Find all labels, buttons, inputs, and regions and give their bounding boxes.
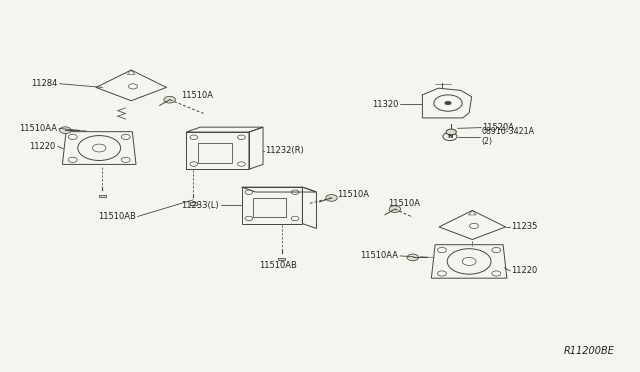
Bar [278,258,285,260]
Text: 11235: 11235 [511,222,538,231]
Circle shape [389,206,401,212]
Text: 11220: 11220 [29,142,56,151]
Bar [198,143,232,163]
Bar [253,198,286,217]
Circle shape [445,101,451,105]
Text: N: N [447,134,452,139]
Circle shape [60,127,71,134]
Text: 11510A: 11510A [388,199,420,208]
Text: 11510A: 11510A [181,92,213,100]
Text: 11510AB: 11510AB [259,261,298,270]
Text: 11520A: 11520A [483,123,515,132]
Circle shape [164,96,175,103]
Bar [190,202,197,205]
Text: 08916-3421A
(2): 08916-3421A (2) [481,127,534,146]
Text: 11510A: 11510A [337,190,369,199]
Circle shape [443,132,457,141]
Circle shape [407,254,419,261]
Text: 11232(R): 11232(R) [265,146,304,155]
Text: 11510AB: 11510AB [98,212,136,221]
Circle shape [446,129,456,135]
Text: 11510AA: 11510AA [360,251,398,260]
Text: 11320: 11320 [372,100,398,109]
Text: 11220: 11220 [511,266,538,275]
Circle shape [326,195,337,201]
Text: R11200BE: R11200BE [564,346,614,356]
Bar [99,195,106,197]
Text: 11510AA: 11510AA [19,124,57,133]
Text: 11284: 11284 [31,79,58,88]
Text: 11233(L): 11233(L) [181,201,219,210]
